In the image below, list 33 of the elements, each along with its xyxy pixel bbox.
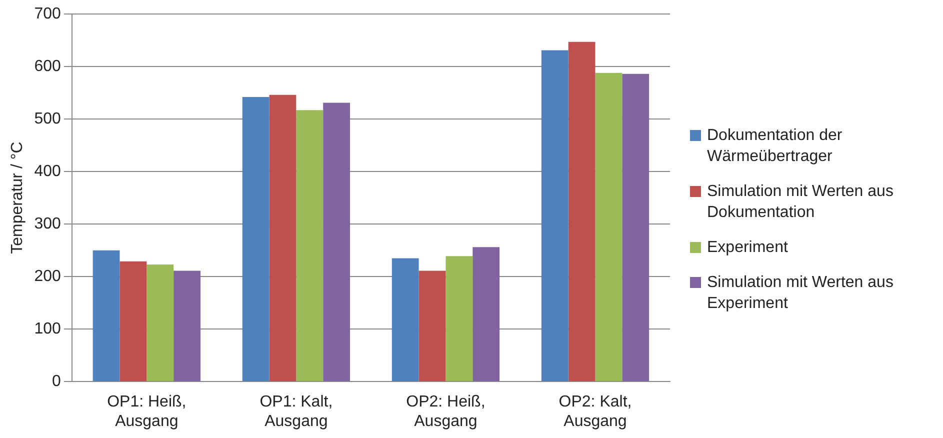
bar — [174, 270, 200, 382]
legend-label: Simulation mit Werten aus Dokumentation — [707, 182, 894, 222]
legend-label: Experiment — [707, 238, 788, 258]
legend-label: Simulation mit Werten aus Experiment — [707, 272, 894, 314]
bar — [120, 261, 147, 382]
y-axis-title: Temperatur / °C — [9, 142, 26, 254]
bar — [242, 96, 270, 382]
bar — [568, 42, 596, 382]
y-tick-label: 200 — [34, 268, 61, 285]
bar — [622, 74, 650, 382]
legend-label: Dokumentation der Wärmeübertrager — [707, 126, 844, 166]
bar — [446, 256, 473, 382]
bar — [92, 250, 120, 382]
y-tick-label: 700 — [34, 5, 61, 22]
bar — [296, 110, 324, 382]
y-tick-label: 100 — [34, 320, 61, 338]
y-tick-label: 0 — [52, 373, 61, 390]
bar — [541, 50, 568, 382]
bar — [146, 264, 174, 382]
bar — [392, 258, 419, 382]
bar — [269, 94, 296, 382]
y-tick-label: 400 — [34, 162, 61, 180]
x-tick-label: OP1: Kalt, Ausgang — [260, 394, 333, 430]
y-tick-label: 300 — [34, 215, 61, 232]
bar — [595, 72, 622, 382]
x-tick-label: OP2: Kalt, Ausgang — [558, 394, 632, 430]
bar — [472, 247, 500, 382]
bar — [323, 102, 350, 382]
x-tick-label: OP2: Heiß, Ausgang — [406, 394, 486, 430]
x-tick-label: OP1: Heiß, Ausgang — [107, 394, 186, 430]
bar — [418, 270, 446, 382]
y-tick-label: 500 — [34, 110, 61, 128]
y-tick-label: 600 — [34, 58, 61, 75]
